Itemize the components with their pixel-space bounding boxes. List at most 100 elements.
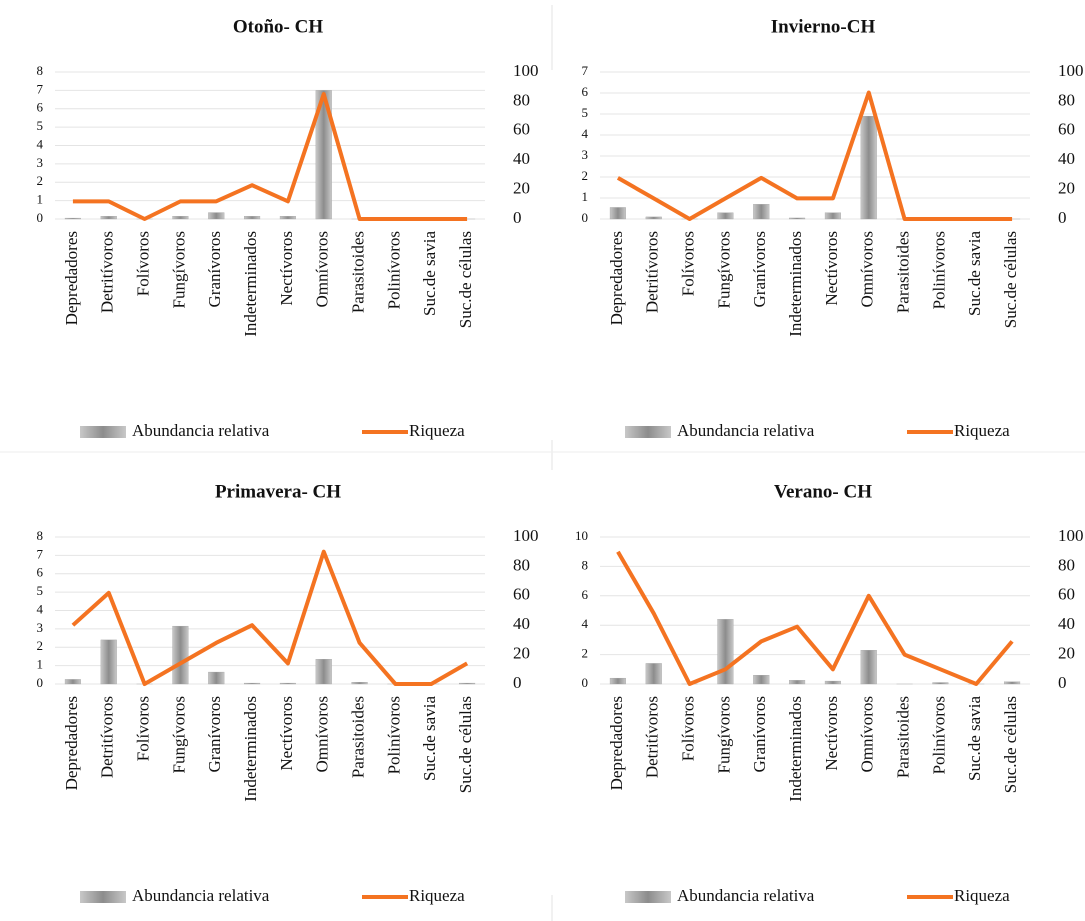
x-tick-label: Nectívoros bbox=[822, 231, 841, 306]
y2-tick-label: 60 bbox=[513, 585, 530, 604]
bar bbox=[717, 212, 734, 220]
bar bbox=[789, 217, 806, 220]
x-tick-label: Polinívoros bbox=[929, 231, 948, 309]
bar bbox=[351, 682, 368, 685]
bar bbox=[932, 682, 949, 685]
legend-label: Abundancia relativa bbox=[132, 421, 270, 440]
y2-tick-label: 100 bbox=[513, 61, 539, 80]
x-tick-label: Depredadores bbox=[607, 696, 626, 790]
x-tick-label: Indeterminados bbox=[786, 231, 805, 337]
bar bbox=[208, 212, 225, 220]
x-tick-label: Depredadores bbox=[62, 696, 81, 790]
x-tick-label: Suc.de savia bbox=[965, 696, 984, 781]
x-tick-label: Indeterminados bbox=[241, 231, 260, 337]
y-tick-label: 3 bbox=[37, 155, 44, 170]
x-tick-label: Suc.de savia bbox=[420, 696, 439, 781]
y-tick-label: 2 bbox=[37, 173, 44, 188]
bar bbox=[860, 115, 877, 220]
x-tick-label: Fungívoros bbox=[169, 696, 188, 773]
x-tick-label: Indeterminados bbox=[786, 696, 805, 802]
legend-swatch bbox=[625, 426, 671, 438]
x-tick-label: Nectívoros bbox=[277, 696, 296, 771]
x-tick-label: Nectívoros bbox=[822, 696, 841, 771]
legend-label: Riqueza bbox=[954, 421, 1010, 440]
legend-label: Riqueza bbox=[954, 886, 1010, 905]
y2-tick-label: 80 bbox=[513, 90, 530, 109]
bar bbox=[64, 679, 81, 685]
legend-label: Abundancia relativa bbox=[132, 886, 270, 905]
bar bbox=[609, 207, 626, 220]
x-tick-label: Detritívoros bbox=[643, 696, 662, 778]
y-tick-label: 2 bbox=[37, 638, 44, 653]
y-tick-label: 0 bbox=[582, 210, 589, 225]
x-tick-label: Folívoros bbox=[678, 231, 697, 296]
y-tick-label: 1 bbox=[37, 192, 44, 207]
y2-tick-label: 100 bbox=[1058, 526, 1084, 545]
y-tick-label: 8 bbox=[37, 528, 44, 543]
legend-swatch bbox=[625, 891, 671, 903]
y-tick-label: 6 bbox=[582, 84, 589, 99]
bar bbox=[459, 682, 476, 685]
x-tick-label: Omnívoros bbox=[313, 231, 332, 308]
y-tick-label: 7 bbox=[37, 546, 44, 561]
bar bbox=[279, 216, 296, 220]
y2-tick-label: 100 bbox=[513, 526, 539, 545]
y-tick-label: 7 bbox=[582, 63, 589, 78]
bar bbox=[244, 216, 261, 220]
x-tick-label: Detritívoros bbox=[98, 231, 117, 313]
chart-title: Verano- CH bbox=[774, 481, 872, 502]
y-tick-label: 4 bbox=[582, 126, 589, 141]
x-tick-label: Granívoros bbox=[750, 231, 769, 307]
y2-tick-label: 0 bbox=[1058, 673, 1067, 692]
x-tick-label: Folívoros bbox=[133, 696, 152, 761]
y-tick-label: 4 bbox=[582, 616, 589, 631]
y-tick-label: 6 bbox=[37, 100, 44, 115]
y-tick-label: 7 bbox=[37, 81, 44, 96]
x-tick-label: Polinívoros bbox=[929, 696, 948, 774]
x-tick-label: Suc.de células bbox=[1001, 696, 1020, 793]
bar bbox=[244, 682, 261, 685]
line bbox=[616, 90, 1013, 221]
y-tick-label: 0 bbox=[37, 210, 44, 225]
x-tick-label: Detritívoros bbox=[643, 231, 662, 313]
bar bbox=[753, 675, 770, 685]
bar bbox=[315, 659, 332, 685]
line bbox=[72, 92, 468, 221]
x-tick-label: Fungívoros bbox=[714, 231, 733, 308]
bar bbox=[1004, 681, 1021, 685]
y-tick-label: 0 bbox=[37, 675, 44, 690]
bar bbox=[753, 204, 770, 220]
x-tick-label: Depredadores bbox=[607, 231, 626, 325]
legend-swatch bbox=[80, 891, 126, 903]
line bbox=[616, 550, 1014, 686]
bar bbox=[789, 680, 806, 685]
y-tick-label: 5 bbox=[37, 118, 44, 133]
x-tick-label: Fungívoros bbox=[714, 696, 733, 773]
x-tick-label: Omnívoros bbox=[313, 696, 332, 773]
y2-tick-label: 80 bbox=[1058, 90, 1075, 109]
y-tick-label: 8 bbox=[37, 63, 44, 78]
y-tick-label: 6 bbox=[582, 587, 589, 602]
chart-title: Invierno-CH bbox=[771, 16, 876, 37]
y-tick-label: 1 bbox=[582, 189, 589, 204]
x-tick-label: Omnívoros bbox=[858, 696, 877, 773]
x-tick-label: Granívoros bbox=[750, 696, 769, 772]
y-tick-label: 5 bbox=[37, 583, 44, 598]
bar bbox=[824, 680, 841, 685]
y-tick-label: 3 bbox=[582, 147, 589, 162]
chart-title: Primavera- CH bbox=[215, 481, 341, 502]
x-tick-label: Suc.de células bbox=[1001, 231, 1020, 328]
y2-tick-label: 60 bbox=[513, 120, 530, 139]
legend-label: Riqueza bbox=[409, 421, 465, 440]
y2-tick-label: 20 bbox=[1058, 179, 1075, 198]
bar bbox=[172, 625, 189, 685]
x-tick-label: Nectívoros bbox=[277, 231, 296, 306]
bar bbox=[172, 216, 189, 220]
y2-tick-label: 0 bbox=[513, 208, 522, 227]
x-tick-label: Indeterminados bbox=[241, 696, 260, 802]
y2-tick-label: 100 bbox=[1058, 61, 1084, 80]
x-tick-label: Parasitoides bbox=[893, 231, 912, 313]
bar bbox=[100, 216, 117, 220]
y2-tick-label: 60 bbox=[1058, 585, 1075, 604]
